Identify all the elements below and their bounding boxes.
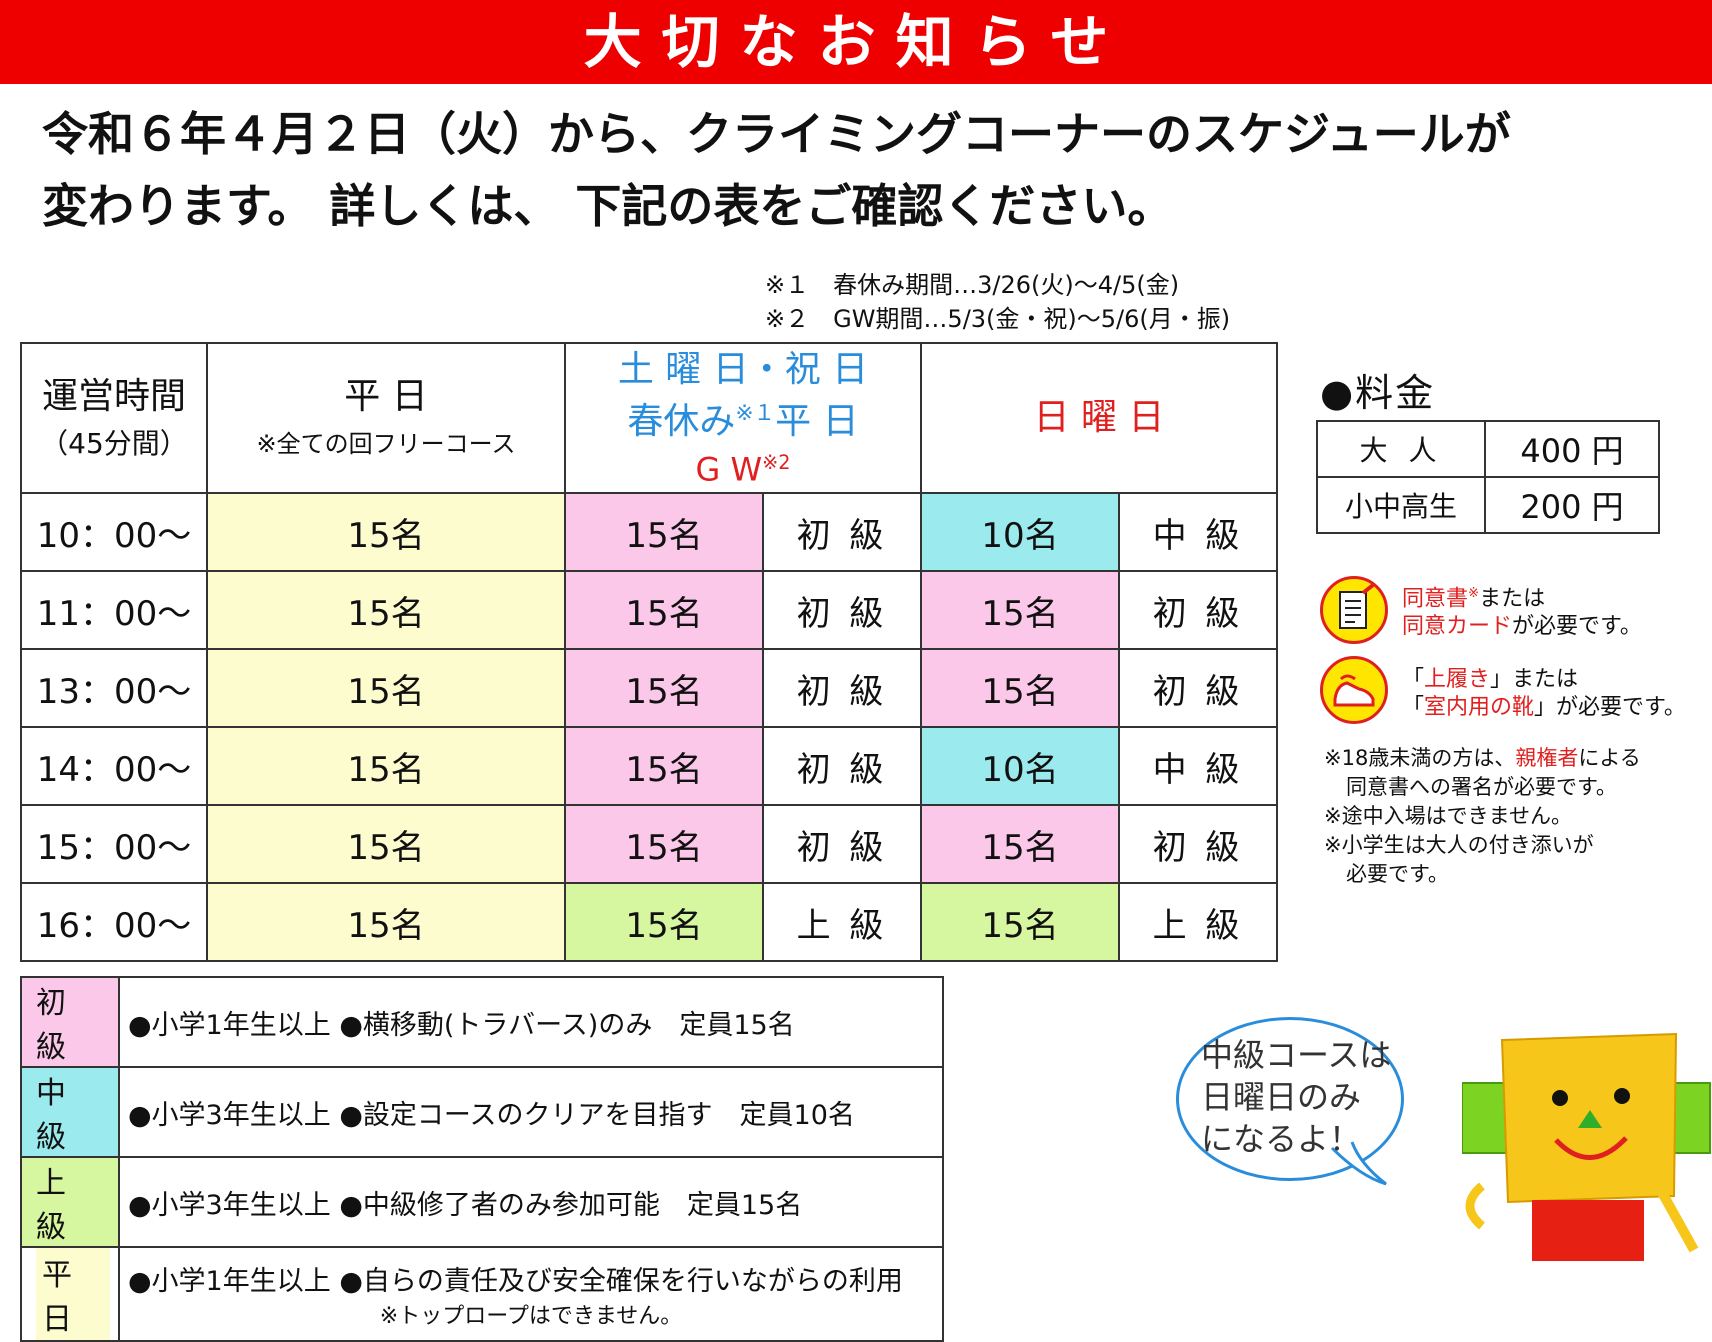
sunday-level-cell: 初 級 [1118,804,1278,884]
time-cell: 11：00〜 [20,570,208,650]
schedule-row: 10：00〜 15名 15名初 級 10名中 級 [20,492,1278,572]
sunday-level-cell: 中 級 [1118,726,1278,806]
gw-note: ※２ GW期間…5/3(金・祝)〜5/6(月・振) [765,305,1231,333]
saturday-capacity-cell: 15名 [564,492,764,572]
sunday-level-cell: 中 級 [1118,492,1278,572]
weekday-capacity-cell: 15名 [206,804,566,884]
sunday-capacity-cell: 15名 [920,570,1120,650]
saturday-level-cell: 初 級 [762,570,922,650]
weekday-capacity-cell: 15名 [206,648,566,728]
speech-bubble-tail-icon [1330,1141,1387,1186]
banner-title: 大切なお知らせ [583,8,1129,76]
hours-header: 運営時間 （45分間） [20,342,208,494]
time-cell: 14：00〜 [20,726,208,806]
sunday-capacity-cell: 10名 [920,726,1120,806]
saturday-level-cell: 上 級 [762,882,922,962]
sunday-level-cell: 上 級 [1118,882,1278,962]
top-banner [0,0,1712,84]
saturday-capacity-cell: 15名 [564,804,764,884]
note-minors: ※18歳未満の方は、親権者による [1324,746,1641,770]
box-mascot-icon [1462,1032,1711,1261]
schedule-row: 14：00〜 15名 15名初 級 10名中 級 [20,726,1278,806]
pricing-table: 大 人 400 円 小中高生 200 円 [1316,420,1660,534]
weekday-capacity-cell: 15名 [206,882,566,962]
saturday-holiday-header: 土 曜 日・祝 日 春休み※１平 日 G W※2 [564,342,922,494]
weekday-header: 平 日 ※全ての回フリーコース [206,342,566,494]
price-row-adult: 大 人 400 円 [1316,420,1660,478]
note-no-late-entry: ※途中入場はできません。 [1324,804,1572,828]
schedule-header-row: 運営時間 （45分間） 平 日 ※全ての回フリーコース 土 曜 日・祝 日 春休… [20,342,1278,494]
sunday-capacity-cell: 10名 [920,492,1120,572]
shoe-icon [1320,656,1388,724]
sunday-level-cell: 初 級 [1118,570,1278,650]
bubble-text: 中級コースは 日曜日のみ になるよ！ [1201,1036,1392,1158]
saturday-capacity-cell: 15名 [564,726,764,806]
time-cell: 13：00〜 [20,648,208,728]
shoes-requirement: 「上履き」または 「室内用の靴」が必要です。 [1402,667,1686,720]
consent-requirement: 同意書※または 同意カードが必要です。 [1402,586,1642,640]
saturday-level-cell: 初 級 [762,804,922,884]
intro-line-2: 変わります。 詳しくは、 下記の表をご確認ください。 [42,179,1174,233]
weekday-capacity-cell: 15名 [206,570,566,650]
schedule-row: 15：00〜 15名 15名初 級 15名初 級 [20,804,1278,884]
saturday-capacity-cell: 15名 [564,570,764,650]
speech-bubble [1176,1017,1404,1181]
weekday-capacity-cell: 15名 [206,726,566,806]
price-row-student: 小中高生 200 円 [1316,476,1660,534]
time-cell: 10：00〜 [20,492,208,572]
sunday-capacity-cell: 15名 [920,882,1120,962]
weekday-capacity-cell: 15名 [206,492,566,572]
schedule-table: 運営時間 （45分間） 平 日 ※全ての回フリーコース 土 曜 日・祝 日 春休… [20,342,1278,962]
spring-break-note: ※１ 春休み期間…3/26(火)〜4/5(金) [765,271,1180,299]
sunday-capacity-cell: 15名 [920,648,1120,728]
saturday-capacity-cell: 15名 [564,648,764,728]
legend-row-weekday: 平 日 ●小学1年生以上 ●自らの責任及び安全確保を行いながらの利用 ※トップロ… [20,1246,944,1342]
legend-row-advanced: 上 級 ●小学3年生以上 ●中級修了者のみ参加可能 定員15名 [20,1156,944,1248]
intro-line-1: 令和６年４月２日（火）から、クライミングコーナーのスケジュールが [42,107,1511,161]
legend-row-intermediate: 中 級 ●小学3年生以上 ●設定コースのクリアを目指す 定員10名 [20,1066,944,1158]
pricing-title: ●料金 [1320,371,1436,415]
schedule-row: 13：00〜 15名 15名初 級 15名初 級 [20,648,1278,728]
small-notes: ※18歳未満の方は、親権者による 同意書への署名が必要です。 ※途中入場はできま… [1324,746,1641,886]
time-cell: 15：00〜 [20,804,208,884]
period-notes: ※１ 春休み期間…3/26(火)〜4/5(金) ※２ GW期間…5/3(金・祝)… [765,268,1230,336]
sunday-level-cell: 初 級 [1118,648,1278,728]
intro-text: 令和６年４月２日（火）から、クライミングコーナーのスケジュールが 変わります。 … [42,98,1682,242]
sunday-header: 日 曜 日 [920,342,1278,494]
clipboard-icon [1320,576,1388,644]
saturday-level-cell: 初 級 [762,492,922,572]
saturday-level-cell: 初 級 [762,648,922,728]
level-legend: 初 級 ●小学1年生以上 ●横移動(トラバース)のみ 定員15名 中 級 ●小学… [20,976,944,1342]
saturday-level-cell: 初 級 [762,726,922,806]
time-cell: 16：00〜 [20,882,208,962]
saturday-capacity-cell: 15名 [564,882,764,962]
schedule-body: 10：00〜 15名 15名初 級 10名中 級 11：00〜 15名 15名初 級 15名初… [20,492,1278,962]
schedule-row: 11：00〜 15名 15名初 級 15名初 級 [20,570,1278,650]
sunday-capacity-cell: 15名 [920,804,1120,884]
schedule-row: 16：00〜 15名 15名上 級 15名上 級 [20,882,1278,962]
legend-row-beginner: 初 級 ●小学1年生以上 ●横移動(トラバース)のみ 定員15名 [20,976,944,1068]
note-children: ※小学生は大人の付き添いが [1324,833,1594,857]
